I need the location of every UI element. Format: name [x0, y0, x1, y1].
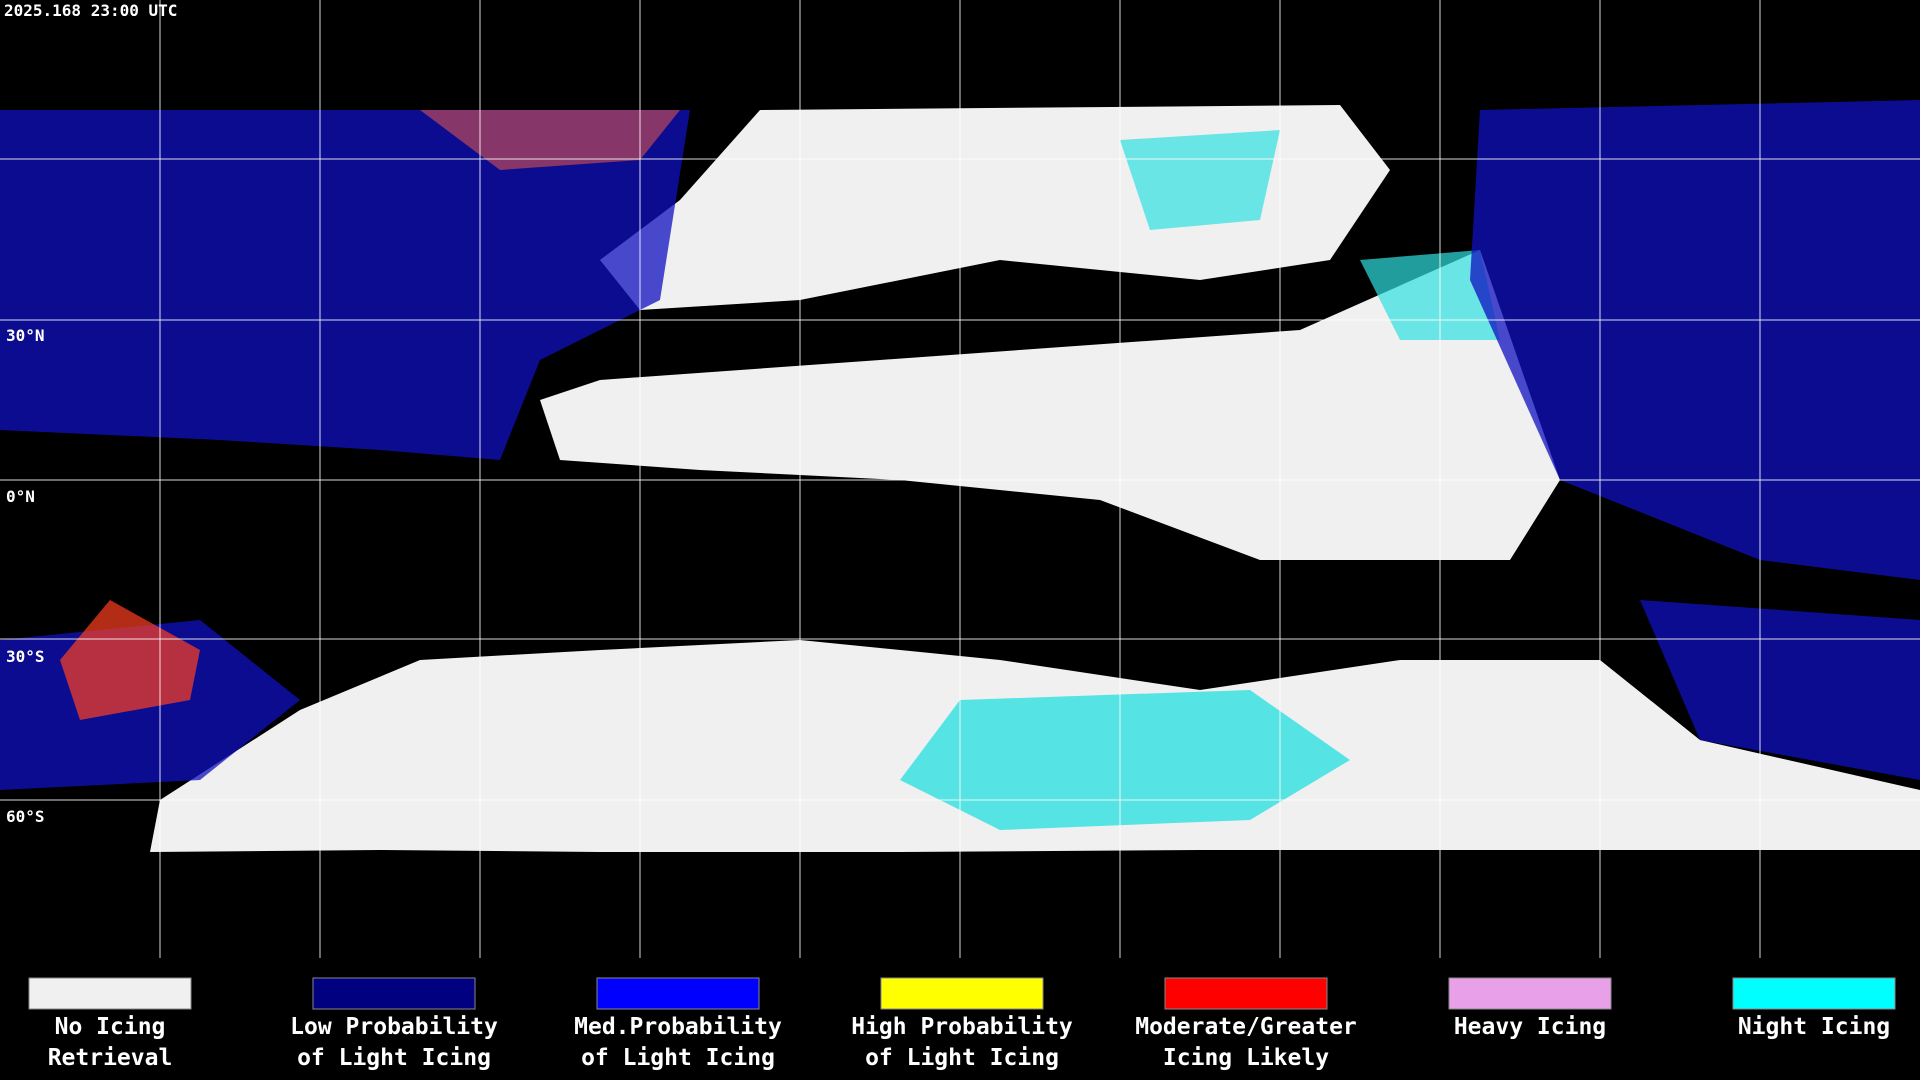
- legend-swatch: [312, 977, 476, 1010]
- legend-swatch: [1448, 977, 1612, 1010]
- legend-swatch: [880, 977, 1044, 1010]
- latitude-label: 30°N: [6, 326, 45, 345]
- icing-hotspot: [420, 110, 680, 170]
- day-icing-region: [0, 110, 690, 460]
- legend-swatch: [28, 977, 192, 1010]
- legend-swatch: [596, 977, 760, 1010]
- legend-label: of Light Icing: [297, 1045, 491, 1071]
- latitude-label: 30°S: [6, 647, 45, 666]
- timestamp: 2025.168 23:00 UTC: [4, 1, 177, 20]
- cloud-region: [540, 250, 1560, 560]
- legend-label: Icing Likely: [1163, 1045, 1329, 1071]
- legend-label: Low Probability: [290, 1014, 498, 1040]
- legend-label: High Probability: [851, 1014, 1073, 1040]
- legend-label: of Light Icing: [581, 1045, 775, 1071]
- legend-label: Retrieval: [48, 1045, 173, 1071]
- graticule: [0, 0, 1920, 958]
- latitude-label: 0°N: [6, 487, 35, 506]
- legend-swatch: [1732, 977, 1896, 1010]
- legend-label: No Icing: [55, 1014, 166, 1040]
- legend-label: Med.Probability: [574, 1014, 782, 1040]
- legend-label: Heavy Icing: [1454, 1014, 1606, 1040]
- day-icing-region: [1640, 600, 1920, 780]
- legend-label: of Light Icing: [865, 1045, 1059, 1071]
- icing-hotspot: [60, 600, 200, 720]
- cloud-cover: [0, 100, 1920, 852]
- legend-label: Moderate/Greater: [1135, 1014, 1357, 1040]
- night-icing-region: [1360, 250, 1500, 340]
- latitude-label: 60°S: [6, 807, 45, 826]
- legend-swatch: [1164, 977, 1328, 1010]
- night-icing-region: [1120, 130, 1280, 230]
- night-icing-region: [900, 690, 1350, 830]
- legend-label: Night Icing: [1738, 1014, 1890, 1040]
- day-icing-region: [1470, 100, 1920, 580]
